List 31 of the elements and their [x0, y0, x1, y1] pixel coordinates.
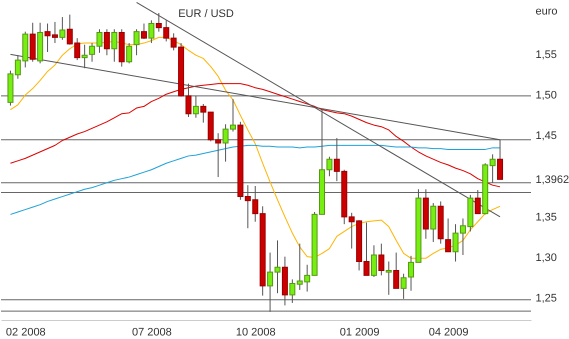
candlestick — [192, 95, 199, 118]
x-tick-label: 04 2009 — [428, 326, 468, 338]
candlestick — [140, 23, 147, 40]
candlestick — [386, 261, 392, 296]
candlestick — [126, 42, 132, 64]
candlestick — [59, 16, 66, 40]
candlestick — [370, 244, 377, 278]
x-tick-label: 01 2009 — [340, 326, 380, 338]
candlestick — [134, 28, 140, 56]
candlestick — [378, 243, 384, 276]
y-tick-label: 1,30 — [536, 252, 557, 264]
y-tick-label: 1,3962 — [536, 174, 569, 186]
candlestick — [474, 190, 481, 214]
candlestick — [111, 28, 118, 62]
y-tick-label: 1,45 — [536, 130, 557, 142]
line-series — [10, 144, 501, 215]
candlestick — [393, 252, 400, 289]
x-tick-label: 10 2008 — [236, 326, 276, 338]
line-series — [10, 83, 501, 188]
y-tick-label: 1,25 — [536, 292, 557, 305]
candlestick — [430, 202, 436, 243]
y-tick-label: 1,35 — [536, 211, 557, 224]
x-tick-label: 02 2008 — [6, 326, 46, 338]
y-axis-title: euro — [536, 6, 558, 18]
candlestick — [148, 20, 154, 44]
candlestick — [400, 273, 407, 300]
text: EUR / USD — [178, 8, 234, 20]
candlestick — [104, 28, 110, 56]
y-tick-label: 1,50 — [536, 90, 557, 102]
y-tick-label: 1,55 — [536, 48, 557, 61]
x-tick-label: 07 2008 — [132, 326, 172, 338]
